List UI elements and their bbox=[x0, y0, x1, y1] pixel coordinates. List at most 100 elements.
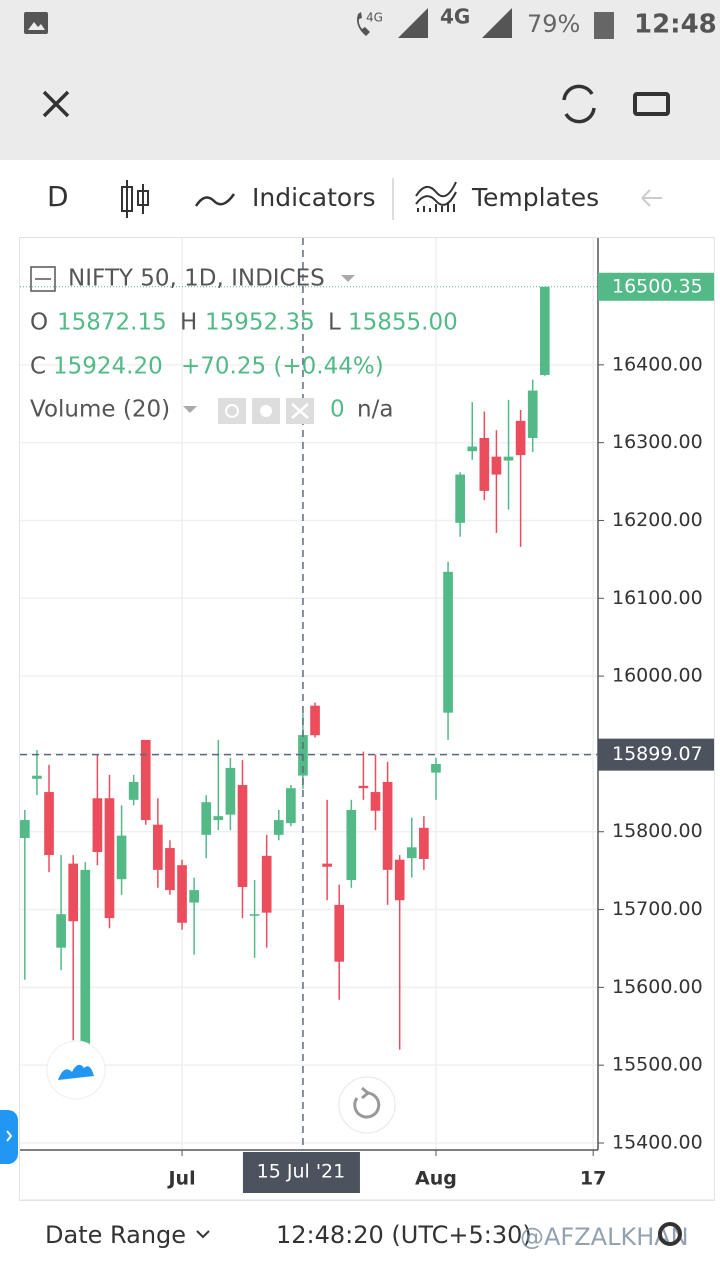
indicators-button[interactable]: Indicators bbox=[252, 183, 376, 212]
call-icon bbox=[357, 12, 370, 36]
hide-button[interactable] bbox=[218, 398, 246, 424]
candle-body bbox=[443, 571, 453, 713]
low-value: 15855.00 bbox=[348, 310, 458, 336]
indicators-icon[interactable] bbox=[194, 193, 236, 207]
candle-body bbox=[201, 802, 212, 835]
candle-body bbox=[80, 869, 91, 1045]
candle-body bbox=[68, 863, 79, 922]
candle-body bbox=[539, 286, 550, 375]
open-value: 15872.15 bbox=[57, 310, 167, 336]
low-label: L bbox=[328, 310, 341, 336]
candle-body bbox=[310, 705, 320, 736]
candle-body bbox=[104, 798, 115, 919]
y-tick-label: 15400.00 bbox=[612, 1131, 703, 1153]
candle-body bbox=[370, 792, 381, 811]
candle-body bbox=[527, 390, 538, 438]
candle-body bbox=[455, 474, 465, 523]
crosshair-date-label: 15 Jul '21 bbox=[257, 1161, 346, 1183]
candle-body bbox=[116, 835, 127, 880]
x-tick-label: 17 bbox=[580, 1168, 606, 1190]
crosshair-date-box bbox=[242, 1152, 360, 1193]
candle-body bbox=[322, 863, 332, 867]
y-tick-label: 16300.00 bbox=[612, 431, 703, 453]
candle-body bbox=[189, 890, 199, 903]
volume-value: 0 bbox=[330, 397, 345, 423]
signal-icon bbox=[482, 8, 512, 38]
candle-body bbox=[503, 456, 514, 461]
collapse-legend[interactable] bbox=[30, 266, 56, 292]
high-label: H bbox=[180, 310, 197, 336]
reset-chart-button[interactable] bbox=[338, 1076, 396, 1134]
side-drawer-icon bbox=[6, 1130, 13, 1142]
candle-body bbox=[467, 446, 478, 452]
crosshair-price-box bbox=[598, 738, 714, 771]
clock-display: 12:48:20 (UTC+5:30) bbox=[276, 1221, 532, 1249]
candle-body bbox=[177, 865, 187, 923]
y-tick-label: 16400.00 bbox=[612, 353, 703, 375]
y-tick-label: 16200.00 bbox=[612, 509, 703, 531]
symbol-title: NIFTY 50, 1D, INDICES bbox=[68, 266, 325, 292]
candle-body bbox=[382, 781, 393, 870]
call-network: 4G bbox=[366, 11, 383, 25]
chart-frame bbox=[19, 237, 715, 1201]
date-range-arrow bbox=[196, 1230, 210, 1239]
y-tick-label: 15500.00 bbox=[612, 1054, 703, 1076]
candle-body bbox=[56, 914, 66, 948]
candle-body bbox=[286, 788, 296, 824]
change-value: +70.25 (+0.44%) bbox=[181, 354, 384, 380]
last-price-box bbox=[598, 272, 714, 301]
signal-icon bbox=[398, 8, 428, 38]
candle-body bbox=[479, 437, 490, 491]
high-value: 15952.35 bbox=[205, 310, 315, 336]
settings-icon bbox=[260, 405, 272, 417]
y-tick-label: 16000.00 bbox=[612, 665, 703, 687]
chart-style-button[interactable] bbox=[121, 180, 149, 218]
candle-body bbox=[213, 816, 224, 821]
open-label: O bbox=[30, 310, 48, 336]
refresh-button[interactable] bbox=[562, 84, 596, 124]
volume-na: n/a bbox=[357, 397, 393, 423]
candle-body bbox=[20, 820, 30, 838]
candle-body bbox=[515, 420, 526, 456]
candle-body bbox=[225, 767, 236, 815]
candle-body bbox=[237, 785, 248, 887]
y-tick-label: 15600.00 bbox=[612, 976, 703, 998]
candle-body bbox=[394, 859, 405, 901]
candle-body bbox=[431, 764, 441, 773]
gallery-icon bbox=[24, 12, 48, 34]
candle-body bbox=[358, 785, 369, 789]
candle-body bbox=[92, 798, 103, 852]
close-value: 15924.20 bbox=[53, 354, 163, 380]
candle-body bbox=[334, 904, 345, 962]
templates-icon[interactable] bbox=[415, 181, 457, 212]
candle-body bbox=[406, 847, 417, 859]
templates-button[interactable]: Templates bbox=[471, 183, 599, 212]
fullscreen-button[interactable] bbox=[633, 92, 670, 116]
candle-body bbox=[140, 739, 151, 821]
undo-button[interactable] bbox=[641, 189, 662, 207]
symbol-menu[interactable] bbox=[341, 275, 355, 282]
candle-body bbox=[273, 820, 284, 835]
volume-label: Volume (20) bbox=[30, 397, 170, 423]
x-tick-label: Jul bbox=[166, 1168, 195, 1190]
x-tick-label: Aug bbox=[415, 1168, 457, 1190]
hide-icon bbox=[225, 404, 239, 418]
candle-body bbox=[261, 855, 272, 913]
interval-button[interactable]: D bbox=[47, 180, 69, 213]
candle-body bbox=[32, 775, 42, 779]
plot: 15400.00 15500.00 15600.00 15700.00 15800.00… bbox=[20, 238, 714, 1193]
y-tick-label: 15700.00 bbox=[612, 898, 703, 920]
date-range-button[interactable]: Date Range bbox=[45, 1221, 186, 1249]
volume-menu[interactable] bbox=[183, 406, 197, 413]
tradingview-logo-icon bbox=[58, 1064, 94, 1080]
close-button[interactable] bbox=[42, 90, 70, 118]
network-label: 4G bbox=[440, 5, 470, 29]
candle-body bbox=[249, 914, 260, 916]
chart-toolbar bbox=[0, 160, 720, 236]
crosshair-price-label: 15899.07 bbox=[612, 743, 703, 765]
y-tick-label: 15800.00 bbox=[612, 820, 703, 842]
reset-chart-icon bbox=[353, 1091, 381, 1119]
candle-body bbox=[419, 827, 429, 859]
chart-settings-button[interactable] bbox=[658, 1222, 682, 1246]
